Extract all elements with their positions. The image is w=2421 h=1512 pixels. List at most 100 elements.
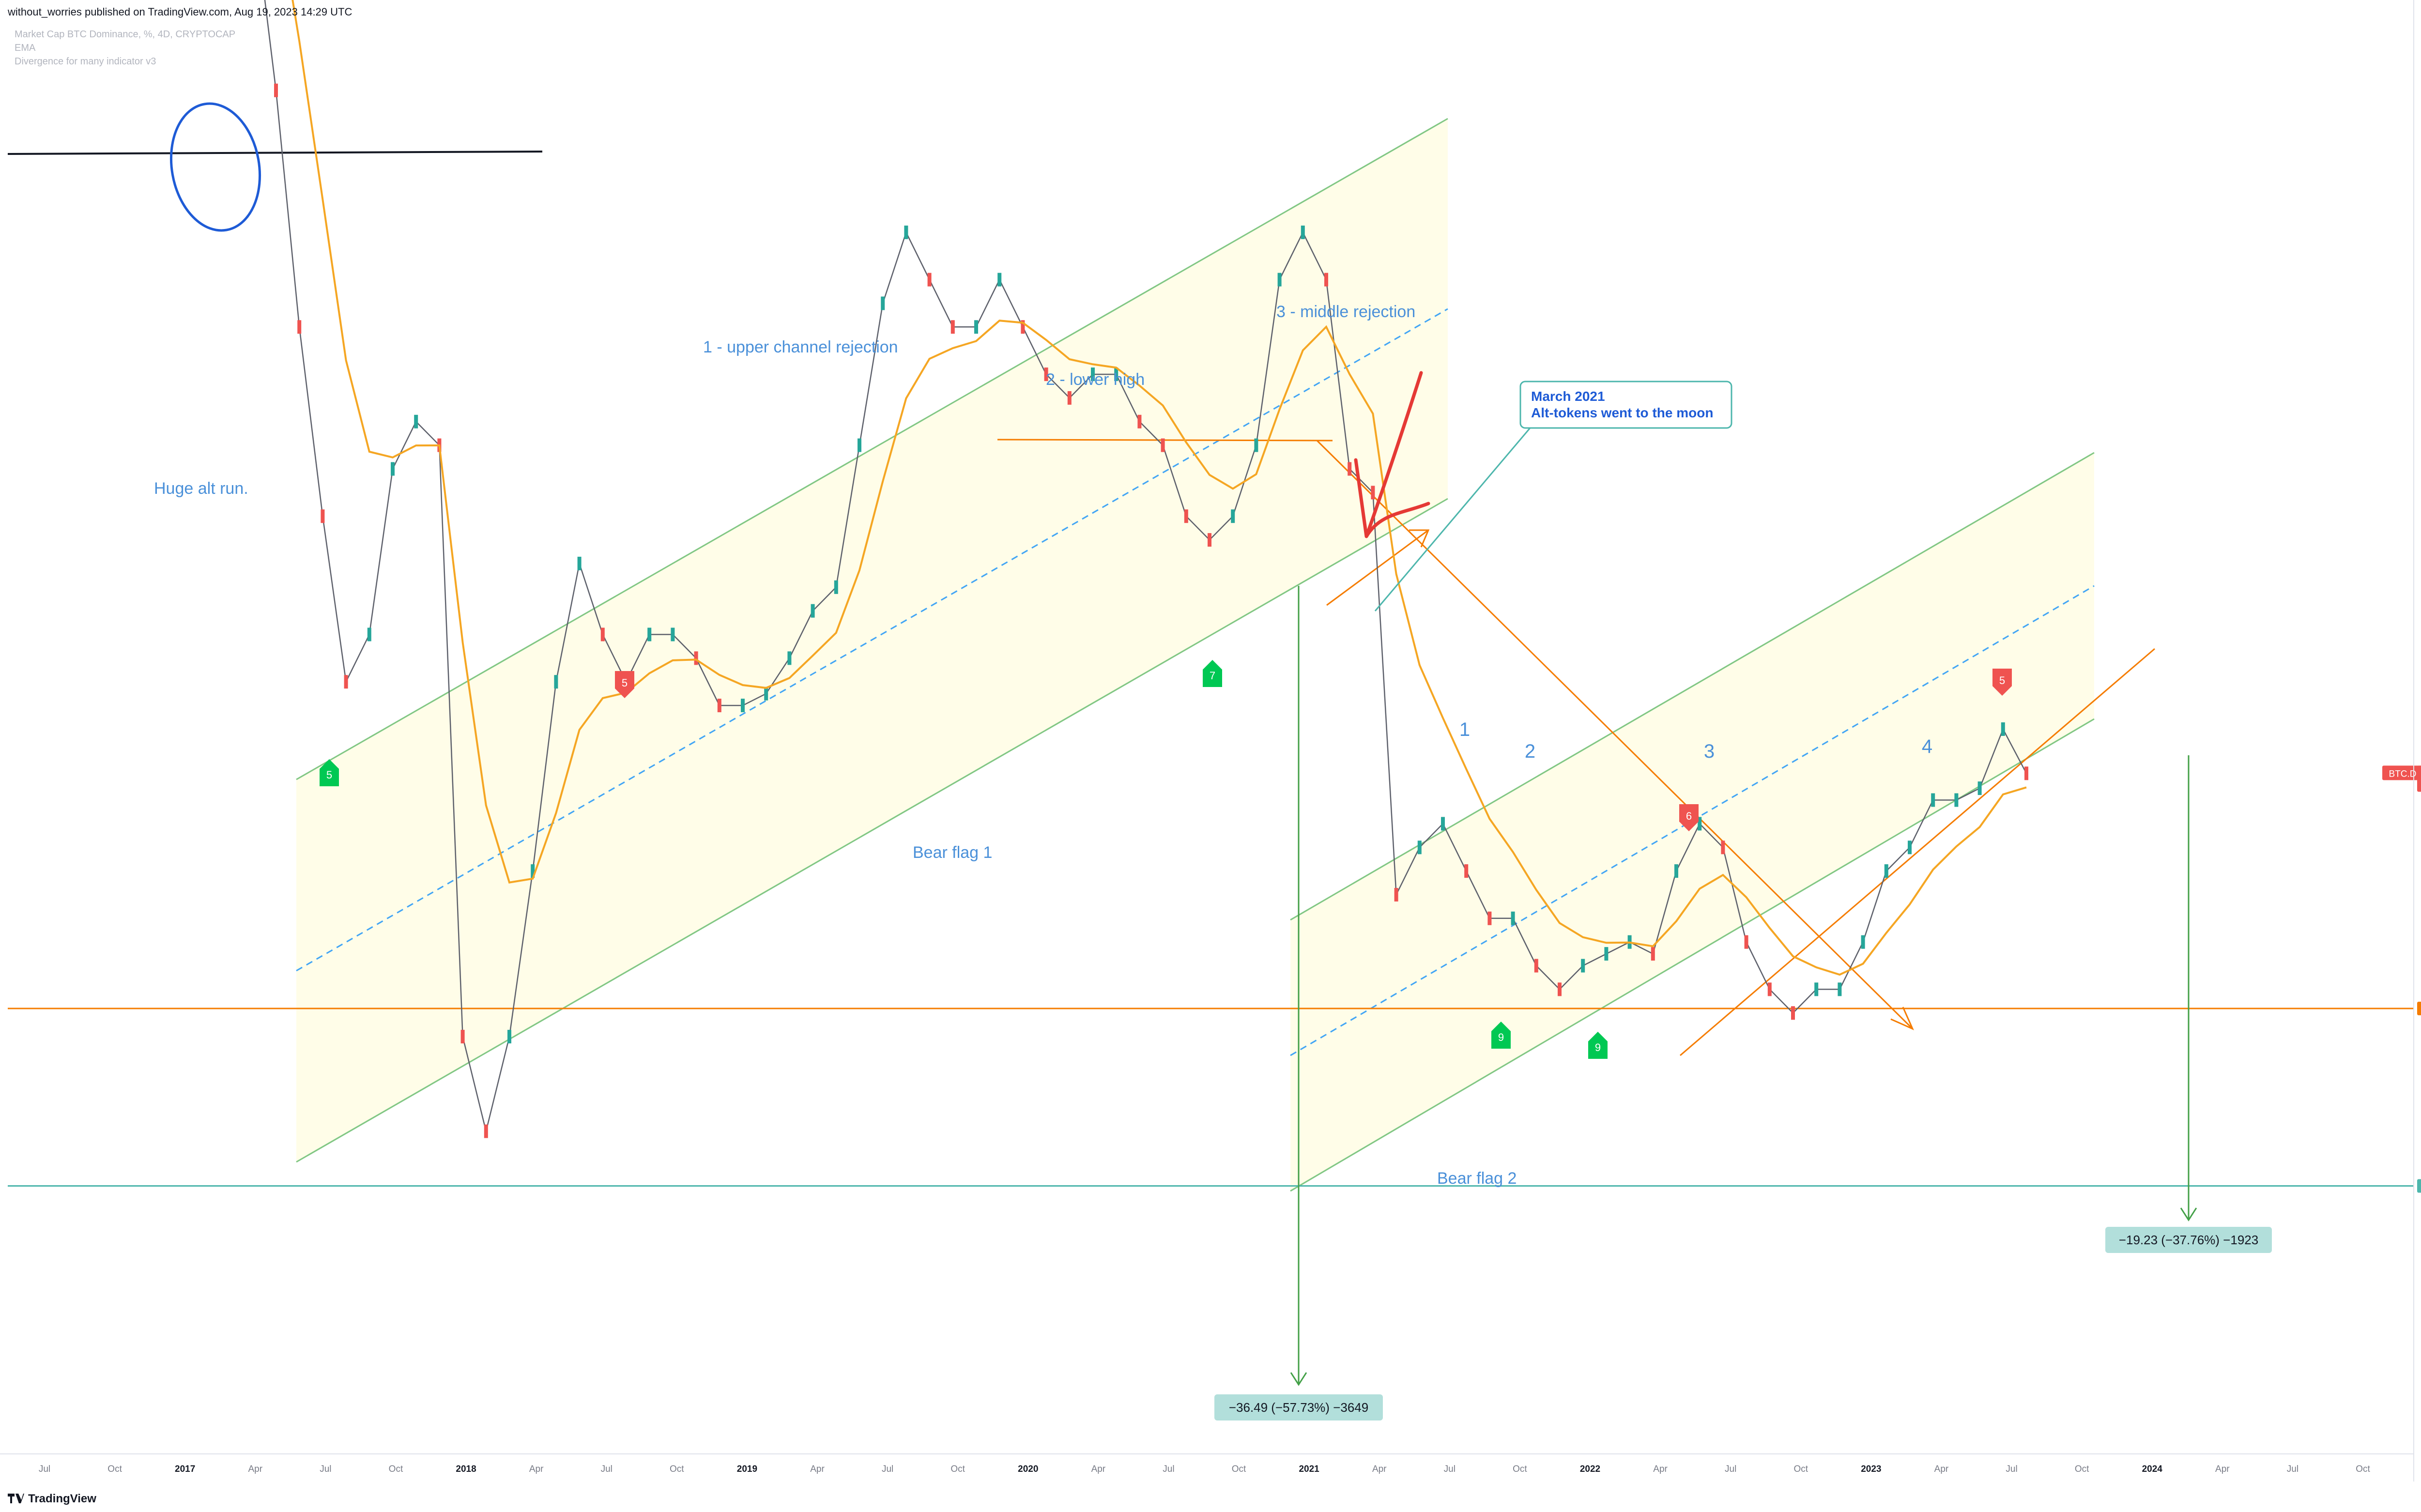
x-tick-30: 2024	[2142, 1464, 2163, 1474]
badge-label-4: 9	[1595, 1041, 1601, 1054]
horizontal-levels: 39.19%31.69%	[8, 1002, 2421, 1193]
annotation-1: 1 - upper channel rejection	[703, 338, 898, 356]
x-tick-3: Apr	[248, 1464, 262, 1474]
divergence-badges: 5 5 7 9 9 6 5	[320, 660, 2012, 1059]
drawings	[169, 102, 1430, 538]
x-tick-19: Apr	[1372, 1464, 1387, 1474]
x-tick-7: Apr	[529, 1464, 544, 1474]
candle-2019-05	[834, 580, 838, 594]
candle-2020-06	[1137, 414, 1142, 428]
candle-2020-09	[1208, 533, 1211, 547]
candle-2022-02	[1604, 947, 1609, 961]
x-tick-17: Oct	[1232, 1464, 1246, 1474]
x-tick-4: Jul	[320, 1464, 331, 1474]
x-tick-18: 2021	[1299, 1464, 1319, 1474]
badge-sell-5	[1679, 804, 1699, 831]
candle-2017-05	[274, 83, 278, 97]
ascending-trendline	[1680, 648, 2155, 1056]
candle-2020-01	[1021, 320, 1025, 334]
candle-2019-04	[811, 604, 815, 618]
annotation-6: Bear flag 2	[1437, 1169, 1517, 1188]
candle-2019-08	[904, 225, 908, 239]
candle-2017-09	[367, 627, 371, 641]
blue-circle	[169, 102, 261, 232]
badge-label-3: 9	[1498, 1031, 1504, 1043]
annotation-8: 2	[1525, 741, 1535, 762]
annotation-0: Huge alt run.	[154, 479, 248, 498]
measure-arrow-2-head	[2180, 1207, 2197, 1222]
channel-bear-flag-1-upper	[296, 118, 1448, 780]
candle-2017-08	[344, 675, 348, 689]
candle-2021-08	[1464, 864, 1469, 878]
callout-line-1: Alt-tokens went to the moon	[1531, 405, 1713, 420]
badge-sell-1	[615, 671, 634, 698]
last-price-tag	[2417, 765, 2421, 792]
x-tick-20: Jul	[1444, 1464, 1456, 1474]
x-tick-12: Jul	[882, 1464, 893, 1474]
candle-2023-08	[2024, 766, 2028, 780]
badge-label-5: 6	[1686, 810, 1692, 822]
candle-2020-03	[1067, 391, 1072, 405]
candle-2019-11	[974, 320, 978, 334]
x-tick-33: Oct	[2356, 1464, 2370, 1474]
candle-2022-01	[1581, 959, 1585, 973]
candle-2021-02	[1324, 273, 1328, 287]
x-tick-16: Jul	[1163, 1464, 1174, 1474]
x-tick-22: 2022	[1580, 1464, 1600, 1474]
candle-2020-12	[1277, 273, 1282, 287]
parallel-channels	[296, 118, 2095, 1192]
candle-2022-04	[1651, 947, 1655, 961]
x-tick-15: Apr	[1091, 1464, 1106, 1474]
x-tick-25: Oct	[1793, 1464, 1808, 1474]
candle-2022-05	[1674, 864, 1678, 878]
candle-2019-09	[927, 273, 932, 287]
channel-bear-flag-1-middle	[296, 308, 1448, 972]
candle-2018-07	[600, 627, 605, 641]
candle-2017-07	[321, 509, 325, 523]
candle-2021-11	[1534, 959, 1538, 973]
symbol-tag	[2382, 765, 2421, 780]
candle-2019-07	[881, 296, 885, 310]
ema-line	[291, 0, 2027, 976]
candle-2021-06	[1417, 840, 1422, 855]
price-line	[264, 0, 2027, 1131]
publisher-line: without_worries published on TradingView…	[8, 6, 352, 18]
callout-box	[1519, 381, 1732, 429]
x-tick-27: Apr	[1934, 1464, 1949, 1474]
candle-2018-12	[717, 699, 721, 713]
candle-2020-04	[1091, 367, 1095, 382]
candle-2021-04	[1371, 486, 1375, 500]
x-tick-28: Jul	[2006, 1464, 2017, 1474]
x-tick-1: Oct	[107, 1464, 122, 1474]
x-tick-21: Oct	[1513, 1464, 1527, 1474]
x-tick-24: Jul	[1725, 1464, 1736, 1474]
callout-line-0: March 2021	[1531, 389, 1605, 404]
candle-2021-09	[1487, 911, 1492, 925]
badge-buy-3	[1491, 1022, 1511, 1049]
badge-sell-6	[1992, 669, 2012, 696]
level-tag-0	[2417, 1002, 2421, 1015]
candle-2021-12	[1558, 982, 1562, 996]
tradingview-logo-icon	[8, 1494, 24, 1503]
short-arrow-head	[1409, 529, 1430, 548]
badge-buy-4	[1588, 1032, 1608, 1059]
candle-2023-06	[1977, 781, 1982, 795]
x-tick-13: Oct	[950, 1464, 965, 1474]
x-tick-2: 2017	[175, 1464, 195, 1474]
x-tick-10: 2019	[737, 1464, 757, 1474]
annotation-9: 3	[1704, 741, 1715, 762]
price-series: BTC.D49.13%1d 10h	[264, 0, 2421, 1138]
badge-label-6: 5	[1999, 674, 2005, 687]
candle-2022-09	[1767, 982, 1772, 996]
x-tick-31: Apr	[2215, 1464, 2230, 1474]
candle-2023-03	[1908, 840, 1912, 855]
indicator-ema: EMA	[15, 43, 36, 53]
candle-2023-01	[1861, 935, 1865, 949]
indicator-divergence: Divergence for many indicator v3	[15, 56, 156, 67]
candle-2023-04	[1931, 793, 1935, 807]
x-tick-9: Oct	[670, 1464, 684, 1474]
candle-2019-12	[997, 273, 1002, 287]
red-hand-arrow	[1364, 371, 1430, 537]
descending-trendline-head	[1890, 1007, 1914, 1030]
